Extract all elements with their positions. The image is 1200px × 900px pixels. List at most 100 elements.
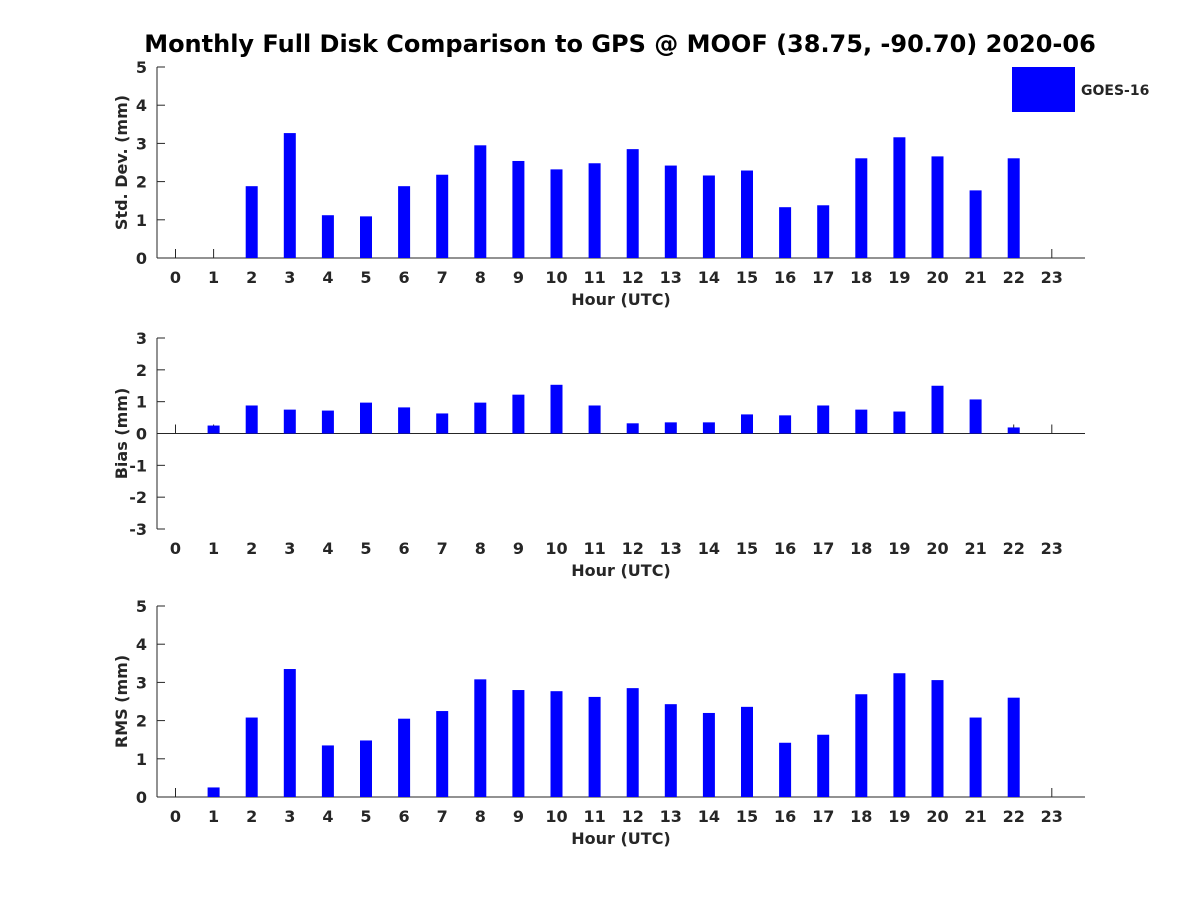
stddev-x-tick-label: 17 [812,268,834,287]
bias-bar [779,415,792,434]
bias-bar [893,411,906,434]
bias-y-tick-label: 1 [136,393,147,412]
stddev-x-tick-label: 19 [888,268,910,287]
stddev-bar [626,149,639,258]
stddev-bar [893,137,906,258]
rms-bar [969,717,982,797]
bias-y-tick-label: -3 [129,520,147,539]
stddev-y-tick-label: 3 [136,134,147,153]
bias-xlabel: Hour (UTC) [571,561,671,580]
stddev-bar [969,190,982,258]
stddev-xlabel: Hour (UTC) [571,290,671,309]
stddev-y-tick-label: 0 [136,249,147,268]
bias-x-tick-label: 21 [964,539,986,558]
rms-xlabel: Hour (UTC) [571,829,671,848]
rms-bar [436,711,449,797]
stddev-x-tick-label: 5 [360,268,371,287]
rms-y-tick-label: 1 [136,750,147,769]
chart-title: Monthly Full Disk Comparison to GPS @ MO… [144,30,1096,58]
rms-bar [283,669,296,797]
stddev-bar [360,216,372,258]
stddev-y-tick-label: 2 [136,173,147,192]
rms-x-tick-label: 10 [545,807,567,826]
stddev-x-tick-label: 3 [284,268,295,287]
rms-bar [931,680,944,797]
stddev-bar [817,205,830,258]
stddev-x-tick-label: 16 [774,268,796,287]
bias-x-tick-label: 19 [888,539,910,558]
bias-bar [436,413,449,434]
stddev-x-tick-label: 4 [322,268,333,287]
bias-bar [398,407,411,434]
rms-bar [321,745,334,797]
rms-bar [1007,697,1020,797]
rms-bar [664,704,677,797]
stddev-x-tick-label: 23 [1041,268,1063,287]
bias-bar [741,414,753,434]
rms-x-tick-label: 21 [964,807,986,826]
rms-x-tick-label: 22 [1003,807,1025,826]
bias-bar [855,409,868,434]
rms-x-tick-label: 9 [513,807,524,826]
rms-bar [588,696,601,797]
rms-bar [741,706,753,797]
stddev-ylabel: Std. Dev. (mm) [112,95,131,230]
stddev-x-tick-label: 20 [926,268,948,287]
bias-y-tick-label: -1 [129,456,147,475]
rms-bar [817,734,830,797]
bias-bar [1007,427,1020,434]
stddev-x-tick-label: 13 [660,268,682,287]
bias-x-tick-label: 0 [170,539,181,558]
bias-bar [550,384,563,434]
legend-label: GOES-16 [1081,83,1149,99]
stddev-bar [741,170,753,258]
rms-x-tick-label: 7 [437,807,448,826]
rms-y-tick-label: 4 [136,635,147,654]
bias-ylabel: Bias (mm) [112,388,131,480]
bias-bar [321,410,334,434]
rms-y-tick-label: 3 [136,673,147,692]
stddev-x-tick-label: 2 [246,268,257,287]
stddev-bar [436,174,449,258]
stddev-x-tick-label: 11 [583,268,605,287]
stddev-x-tick-label: 0 [170,268,181,287]
rms-bar [512,690,525,797]
stddev-bar [474,145,487,258]
rms-x-tick-label: 2 [246,807,257,826]
bias-x-tick-label: 22 [1003,539,1025,558]
stddev-bar [321,215,334,258]
rms-x-tick-label: 4 [322,807,333,826]
bias-bar [207,425,220,434]
rms-x-tick-label: 18 [850,807,872,826]
bias-x-tick-label: 4 [322,539,333,558]
rms-x-tick-label: 14 [698,807,720,826]
rms-bar [626,688,639,797]
stddev-bar [664,165,677,258]
stddev-bar [245,186,258,258]
rms-x-tick-label: 0 [170,807,181,826]
rms-x-tick-label: 20 [926,807,948,826]
bias-x-tick-label: 18 [850,539,872,558]
bias-bar [664,422,677,434]
stddev-x-tick-label: 12 [622,268,644,287]
stddev-x-tick-label: 7 [437,268,448,287]
bias-bar [817,405,830,434]
rms-x-tick-label: 15 [736,807,758,826]
stddev-x-tick-label: 1 [208,268,219,287]
bias-x-tick-label: 9 [513,539,524,558]
stddev-bar [779,207,792,258]
stddev-bar [702,175,715,258]
stddev-bar [1007,158,1020,258]
bias-x-tick-label: 15 [736,539,758,558]
rms-bar [893,673,906,797]
bias-x-tick-label: 5 [360,539,371,558]
rms-y-tick-label: 5 [136,597,147,616]
rms-x-tick-label: 16 [774,807,796,826]
stddev-y-tick-label: 5 [136,58,147,77]
stddev-x-tick-label: 15 [736,268,758,287]
bias-bar [360,402,372,434]
bias-bar [702,422,715,434]
bias-y-tick-label: 3 [136,329,147,348]
rms-x-tick-label: 13 [660,807,682,826]
rms-x-tick-label: 23 [1041,807,1063,826]
